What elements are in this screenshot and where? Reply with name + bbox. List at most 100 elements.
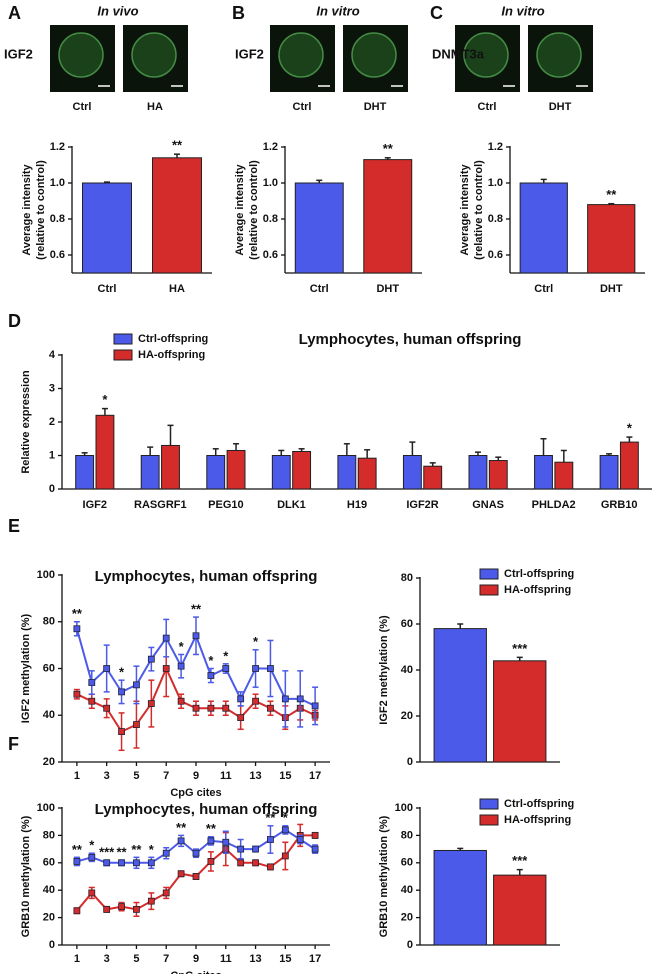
image-caption: DHT — [549, 101, 572, 113]
significance: * — [627, 421, 633, 436]
legend-swatch — [479, 814, 499, 826]
marker — [73, 858, 81, 865]
panel-label: E — [8, 516, 20, 536]
bar — [534, 455, 553, 490]
marker — [267, 665, 274, 672]
marker — [222, 665, 230, 672]
y-tick-label: 40 — [401, 664, 413, 676]
bar — [493, 874, 547, 946]
y-tick-label: 0.8 — [263, 213, 278, 225]
marker — [207, 704, 215, 712]
bar — [433, 628, 487, 763]
legend-label: Ctrl-offspring — [138, 333, 208, 345]
y-axis-label: Average intensity — [459, 163, 471, 255]
bar — [493, 660, 547, 763]
significance: ** — [206, 821, 217, 836]
image-label: DNMT3a — [432, 46, 485, 61]
legend-swatch — [113, 349, 133, 361]
y-tick-label: 20 — [43, 756, 55, 768]
marker — [88, 853, 96, 861]
oocyte — [58, 32, 104, 78]
panel-label: F — [8, 734, 19, 754]
marker — [222, 838, 230, 846]
y-tick-label: 1.2 — [488, 141, 503, 153]
y-tick-label: 4 — [49, 349, 56, 361]
x-tick-label: 5 — [133, 953, 139, 965]
x-tick-label: 11 — [220, 953, 232, 965]
legend-label: HA-offspring — [504, 814, 571, 826]
x-axis-label: CpG cites — [170, 787, 221, 799]
marker — [222, 704, 230, 712]
image-caption: HA — [147, 101, 163, 113]
marker — [162, 889, 170, 897]
chart-title: Lymphocytes, human offspring — [95, 568, 318, 585]
x-tick-label: IGF2 — [83, 499, 107, 511]
legend-label: HA-offspring — [504, 584, 571, 596]
marker — [281, 826, 289, 834]
y-axis-label: Average intensity — [234, 163, 246, 255]
marker — [88, 889, 96, 897]
x-tick-label: 9 — [193, 770, 199, 782]
y-axis-label: Average intensity — [21, 163, 33, 255]
marker — [177, 870, 185, 878]
bar — [599, 455, 619, 490]
marker — [207, 837, 215, 845]
image-caption: DHT — [364, 101, 387, 113]
marker — [192, 632, 200, 640]
y-tick-label: 3 — [49, 382, 55, 394]
x-tick-label: 5 — [133, 770, 139, 782]
marker — [147, 859, 155, 867]
image-title: In vivo — [97, 3, 138, 18]
x-tick-label: GNAS — [472, 499, 504, 511]
bar — [82, 182, 132, 274]
x-tick-label: 17 — [309, 953, 321, 965]
significance: *** — [512, 641, 528, 656]
marker — [252, 845, 259, 853]
marker — [267, 836, 274, 843]
x-tick-label: DHT — [600, 283, 623, 295]
x-tick-label: 1 — [74, 953, 80, 965]
image-title: In vitro — [316, 3, 359, 18]
y-tick-label: 20 — [401, 710, 413, 722]
marker — [133, 681, 140, 689]
significance: ** — [383, 141, 394, 156]
significance: * — [283, 810, 289, 825]
marker — [237, 714, 245, 721]
marker — [311, 702, 319, 710]
marker — [118, 903, 125, 911]
y-tick-label: 40 — [401, 884, 413, 896]
marker — [281, 852, 289, 860]
marker — [296, 836, 304, 843]
marker — [177, 697, 185, 705]
bar — [468, 455, 488, 490]
y-tick-label: 80 — [401, 572, 413, 584]
y-tick-label: 80 — [43, 616, 55, 628]
significance: ** — [72, 842, 83, 857]
marker — [267, 863, 274, 871]
y-axis-label: GRB10 methylation (%) — [20, 815, 32, 937]
image-label: IGF2 — [4, 46, 33, 61]
y-axis-label: IGF2 methylation (%) — [20, 613, 32, 723]
x-tick-label: PHLDA2 — [532, 499, 576, 511]
image-title: In vitro — [501, 3, 544, 18]
y-tick-label: 0 — [407, 756, 413, 768]
y-tick-label: 60 — [43, 662, 55, 674]
y-tick-label: 1 — [49, 449, 55, 461]
marker — [177, 837, 185, 845]
image-caption: Ctrl — [293, 101, 312, 113]
x-tick-label: 7 — [163, 953, 169, 965]
y-tick-label: 0 — [49, 483, 55, 495]
oocyte — [536, 32, 582, 78]
significance: ** — [72, 606, 83, 621]
marker — [267, 704, 274, 712]
bar — [294, 182, 344, 274]
legend-swatch — [479, 568, 499, 580]
y-tick-label: 100 — [37, 802, 55, 814]
marker — [103, 665, 111, 672]
marker — [252, 859, 259, 867]
x-tick-label: H19 — [347, 499, 367, 511]
marker — [73, 625, 81, 633]
image-caption: Ctrl — [73, 101, 92, 113]
marker — [103, 905, 111, 913]
